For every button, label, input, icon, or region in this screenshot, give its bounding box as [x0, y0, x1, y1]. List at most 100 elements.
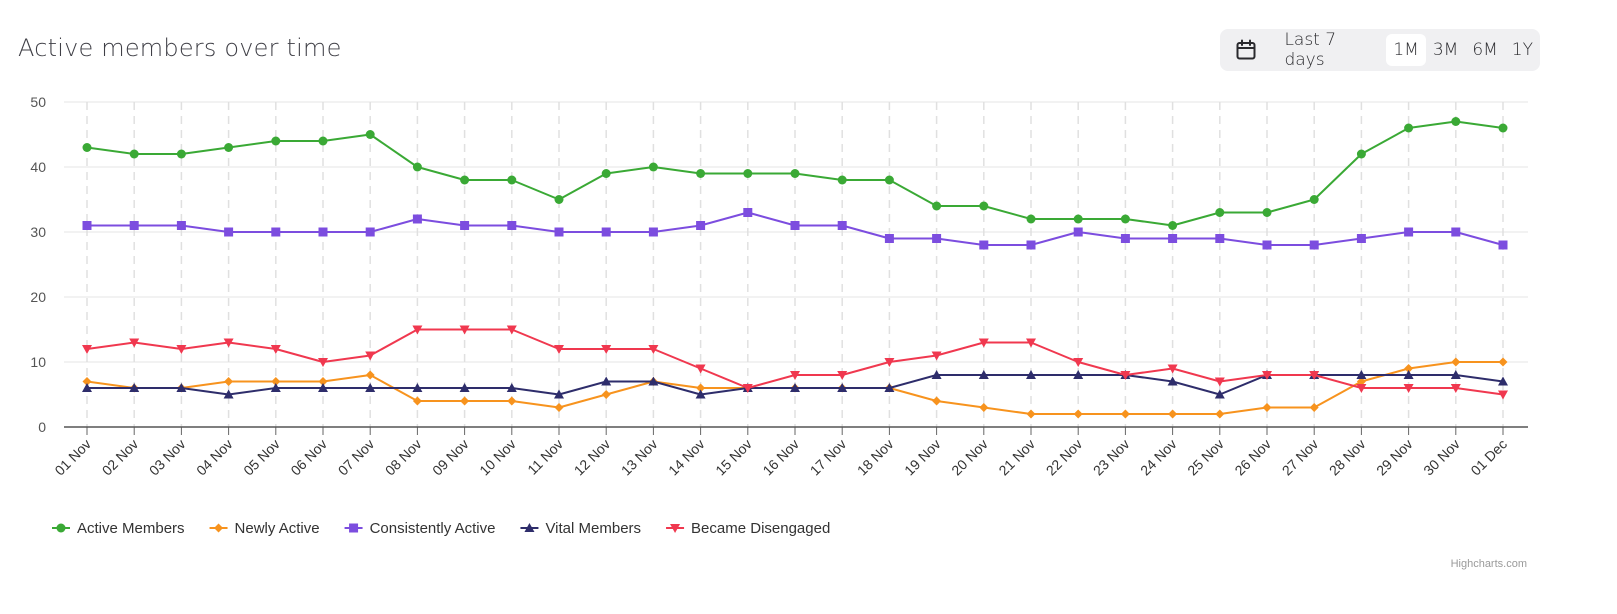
data-point [1451, 117, 1461, 126]
data-point [978, 338, 989, 348]
data-point [648, 162, 658, 172]
data-point [365, 351, 376, 361]
data-point [837, 383, 848, 392]
x-tick-label: 15 Nov [712, 436, 755, 479]
data-point [507, 175, 517, 185]
data-point [884, 383, 895, 392]
data-point [459, 325, 470, 335]
data-point [82, 345, 92, 354]
data-point [1120, 234, 1130, 243]
legend-label: Newly Active [235, 520, 320, 537]
data-point [1498, 357, 1508, 367]
x-tick-label: 28 Nov [1326, 436, 1369, 479]
data-point [695, 389, 706, 399]
data-point [1073, 214, 1083, 224]
data-point [1215, 234, 1225, 243]
y-tick-label: 10 [30, 354, 46, 370]
data-point [979, 240, 989, 250]
data-point [176, 221, 186, 230]
data-point [1309, 240, 1319, 250]
data-point [412, 214, 422, 224]
data-point [554, 227, 564, 237]
x-tick-label: 10 Nov [476, 436, 519, 479]
calendar-icon[interactable] [1234, 38, 1257, 62]
data-point [1356, 149, 1366, 159]
range-option-1m[interactable]: 1M [1386, 34, 1426, 66]
data-point [365, 370, 375, 380]
x-tick-label: 22 Nov [1043, 436, 1086, 479]
legend-item-became-disengaged[interactable]: Became Disengaged [666, 520, 830, 537]
range-option-1y[interactable]: 1Y [1511, 40, 1533, 60]
data-point [129, 221, 139, 230]
data-point [978, 370, 989, 379]
data-point [1026, 409, 1036, 419]
credits-link[interactable]: Highcharts.com [1450, 558, 1527, 570]
data-point [460, 396, 470, 406]
data-point [554, 389, 564, 399]
data-point [176, 383, 187, 392]
data-point [1214, 389, 1225, 399]
data-point [1168, 409, 1178, 419]
legend-item-consistently-active[interactable]: Consistently Active [344, 520, 496, 537]
data-point [271, 227, 281, 237]
range-option-6m[interactable]: 6M [1472, 40, 1498, 60]
data-point [1404, 364, 1414, 373]
legend-symbol [670, 524, 681, 533]
data-point [979, 403, 989, 412]
data-point [1356, 377, 1366, 386]
data-point [648, 227, 658, 237]
data-point [979, 201, 989, 211]
data-point [648, 345, 659, 354]
legend-item-newly-active[interactable]: Newly Active [209, 520, 320, 537]
y-tick-label: 30 [30, 224, 46, 240]
x-tick-label: 11 Nov [524, 436, 566, 478]
data-point [790, 383, 800, 392]
data-point [460, 175, 470, 185]
data-point [412, 162, 422, 172]
legend-symbol [524, 523, 535, 532]
data-point [129, 149, 139, 159]
x-tick-label: 20 Nov [948, 436, 991, 479]
data-point [601, 376, 612, 386]
range-option-3m[interactable]: 3M [1432, 40, 1459, 60]
data-point [932, 201, 942, 211]
series-consistently-active [82, 208, 1508, 250]
x-tick-label: 12 Nov [571, 436, 614, 479]
data-point [82, 221, 92, 230]
data-point [270, 383, 281, 392]
data-point [1309, 403, 1319, 412]
x-tick-label: 01 Dec [1467, 436, 1510, 479]
data-point [271, 136, 281, 146]
data-point [932, 234, 942, 243]
data-point [695, 364, 706, 374]
data-point [1356, 384, 1367, 393]
data-point [1073, 409, 1083, 419]
data-point [1073, 358, 1084, 367]
range-option-last-7-days[interactable]: Last 7 days [1284, 30, 1337, 70]
legend-label: Became Disengaged [691, 520, 830, 537]
legend-item-active-members[interactable]: Active Members [52, 520, 185, 537]
data-point [1214, 377, 1225, 387]
chart-title: Active members over time [18, 34, 342, 62]
data-point [743, 169, 753, 178]
x-tick-label: 01 Nov [51, 436, 94, 479]
data-point [224, 143, 234, 152]
data-point [412, 396, 422, 406]
data-point [932, 396, 942, 406]
data-point [1215, 409, 1225, 419]
data-point [1309, 195, 1319, 204]
legend-symbol [56, 523, 66, 533]
x-tick-label: 06 Nov [287, 436, 330, 479]
legend-item-vital-members[interactable]: Vital Members [520, 520, 641, 537]
y-tick-label: 50 [30, 94, 46, 110]
data-point [1451, 357, 1461, 367]
data-point [1167, 376, 1178, 386]
x-tick-label: 04 Nov [193, 436, 236, 479]
data-point [931, 351, 942, 361]
x-tick-label: 13 Nov [618, 436, 661, 479]
x-tick-label: 07 Nov [335, 436, 378, 479]
legend-symbol [349, 523, 359, 533]
y-tick-label: 40 [30, 159, 46, 175]
x-tick-label: 08 Nov [382, 436, 425, 479]
data-point [506, 383, 517, 392]
